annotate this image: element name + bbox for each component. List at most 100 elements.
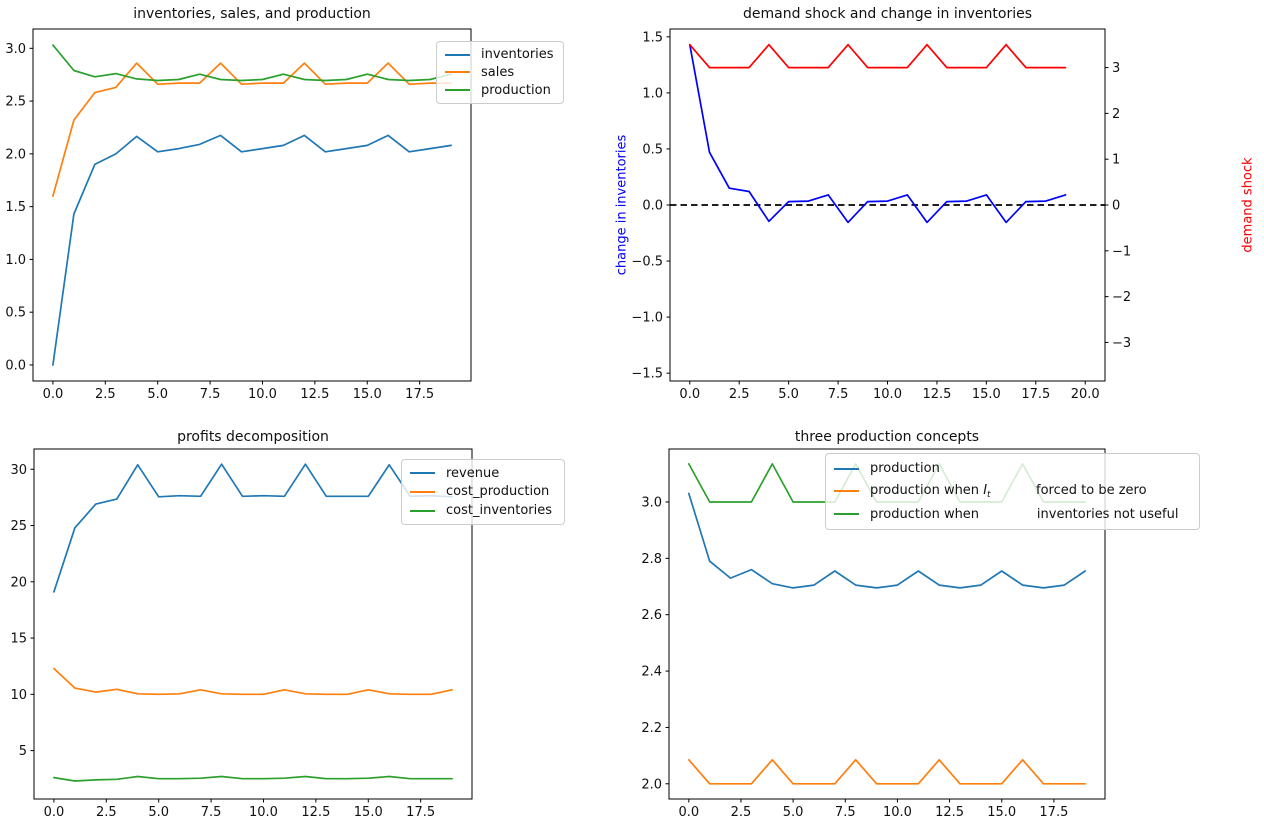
x-tick-label: 0.0 xyxy=(43,387,64,402)
x-tick-label: 7.5 xyxy=(835,805,856,820)
x-tick-label: 7.5 xyxy=(200,387,221,402)
y-tick-label: 2.5 xyxy=(5,95,26,110)
series-line-revenue xyxy=(53,463,453,593)
y-tick-label: −1.0 xyxy=(631,311,663,326)
y-tick-label: 0.5 xyxy=(642,142,663,157)
legend-line-swatch xyxy=(834,490,859,493)
subplot-profits-decomposition: 0.0 2.5 5.0 7.5 10.0 12.5 15.0 17.5 5 10 15 20 25 30 xyxy=(10,448,473,820)
legend-item-label: production when It forced to be zero xyxy=(870,482,1147,500)
legend-line-swatch xyxy=(410,490,435,493)
y-tick-label: 2.8 xyxy=(641,552,662,567)
x-tick-label: 0.0 xyxy=(679,387,700,402)
right-y-tick-label: −1 xyxy=(1112,244,1131,259)
series-line-cost-inventories xyxy=(53,775,453,782)
axes-spines xyxy=(33,448,473,800)
y-tick-label: 2.0 xyxy=(641,777,662,792)
y-tick-label: 1.5 xyxy=(5,200,26,215)
legend-line-swatch xyxy=(445,71,470,74)
legend-item: inventories xyxy=(445,47,555,62)
right-y-tick-label: −2 xyxy=(1112,290,1131,305)
y-tick-label: 20 xyxy=(10,575,27,590)
legend-three-production-concepts: production production when It forced to b… xyxy=(825,453,1200,530)
legend-item: revenue xyxy=(410,466,556,481)
y-tick-label: 0.0 xyxy=(5,358,26,373)
y-tick-label: 15 xyxy=(10,632,27,647)
legend-item: production when inventories not useful xyxy=(834,507,1191,522)
x-tick-label: 17.5 xyxy=(406,805,435,820)
x-tick-label: 17.5 xyxy=(405,387,434,402)
series-line-demand-shock xyxy=(688,43,1067,69)
legend-item: sales xyxy=(445,65,555,80)
x-tick-label: 2.5 xyxy=(95,387,116,402)
x-tick-label: 10.0 xyxy=(883,805,912,820)
y-tick-label: 5 xyxy=(19,744,27,759)
x-tick-label: 15.0 xyxy=(987,805,1016,820)
right-y-tick-label: 0 xyxy=(1112,199,1120,214)
x-tick-label: 20.0 xyxy=(1071,387,1100,402)
series-line-inventories xyxy=(52,134,452,366)
chart-title-inventories-sales-production: inventories, sales, and production xyxy=(133,6,371,22)
y-tick-label: 30 xyxy=(10,463,27,478)
legend-item: production xyxy=(834,461,1191,476)
legend-line-swatch xyxy=(834,467,859,470)
legend-item: production xyxy=(445,83,555,98)
series-line-change-in-inventories xyxy=(688,43,1067,224)
y-tick-label: 10 xyxy=(10,688,27,703)
x-tick-label: 7.5 xyxy=(828,387,849,402)
chart-title-three-production-concepts: three production concepts xyxy=(794,429,980,445)
legend-line-swatch xyxy=(834,513,859,516)
subplot-inventories-sales-production: 0.0 2.5 5.0 7.5 10.0 12.5 15.0 17.5 0.0 0.5 1.0 1.5… xyxy=(5,28,472,402)
right-y-tick-label: −3 xyxy=(1112,336,1131,351)
legend-item-label: inventories xyxy=(481,47,554,63)
axes-spines xyxy=(668,448,1106,800)
x-tick-label: 7.5 xyxy=(201,805,222,820)
x-tick-label: 15.0 xyxy=(972,387,1001,402)
y-tick-label: 0.0 xyxy=(642,199,663,214)
x-tick-label: 15.0 xyxy=(353,387,382,402)
x-tick-label: 10.0 xyxy=(248,387,277,402)
x-tick-label: 17.5 xyxy=(1039,805,1068,820)
y-tick-label: 2.0 xyxy=(5,147,26,162)
x-tick-label: 17.5 xyxy=(1021,387,1050,402)
y-tick-label: 2.4 xyxy=(641,665,662,680)
y-tick-label: 2.2 xyxy=(641,721,662,736)
y-tick-label: 3.0 xyxy=(5,42,26,57)
x-tick-label: 0.0 xyxy=(44,805,65,820)
right-y-tick-label: 1 xyxy=(1112,153,1120,168)
x-tick-label: 0.0 xyxy=(678,805,699,820)
legend-item: production when It forced to be zero xyxy=(834,483,1191,500)
x-tick-label: 10.0 xyxy=(873,387,902,402)
legend-inventories-sales-production: inventories sales production xyxy=(436,41,564,104)
x-tick-label: 10.0 xyxy=(249,805,278,820)
x-tick-label: 5.0 xyxy=(783,805,804,820)
x-tick-label: 5.0 xyxy=(147,387,168,402)
x-tick-label: 12.5 xyxy=(301,805,330,820)
right-y-tick-label: 2 xyxy=(1112,107,1120,122)
x-tick-label: 2.5 xyxy=(96,805,117,820)
y-tick-label: 25 xyxy=(10,519,27,534)
y-tick-label: 0.5 xyxy=(5,306,26,321)
series-line-cost-production xyxy=(53,667,453,696)
y-axis-label-demand-shock: demand shock xyxy=(1240,157,1256,253)
x-tick-label: 2.5 xyxy=(729,387,750,402)
subplot-demand-shock-change-inventories: 0.0 2.5 5.0 7.5 10.0 12.5 15.0 17.5 20.0−1.5−1.0… xyxy=(631,28,1131,402)
x-tick-label: 5.0 xyxy=(148,805,169,820)
legend-line-swatch xyxy=(410,472,435,475)
y-tick-label: 2.6 xyxy=(641,608,662,623)
y-tick-label: 1.0 xyxy=(642,86,663,101)
y-tick-label: 1.5 xyxy=(642,30,663,45)
legend-item-label: production when inventories not useful xyxy=(870,506,1179,522)
y-tick-label: 3.0 xyxy=(641,495,662,510)
legend-line-swatch xyxy=(445,53,470,56)
x-tick-label: 15.0 xyxy=(354,805,383,820)
x-tick-label: 2.5 xyxy=(731,805,752,820)
legend-line-swatch xyxy=(445,89,470,92)
y-tick-label: −0.5 xyxy=(631,255,663,270)
y-tick-label: −1.5 xyxy=(631,367,663,382)
legend-item: cost_production xyxy=(410,484,556,499)
x-tick-label: 12.5 xyxy=(935,805,964,820)
legend-profits-decomposition: revenue cost_production cost_inventories xyxy=(401,459,565,525)
series-line-production xyxy=(52,44,452,82)
